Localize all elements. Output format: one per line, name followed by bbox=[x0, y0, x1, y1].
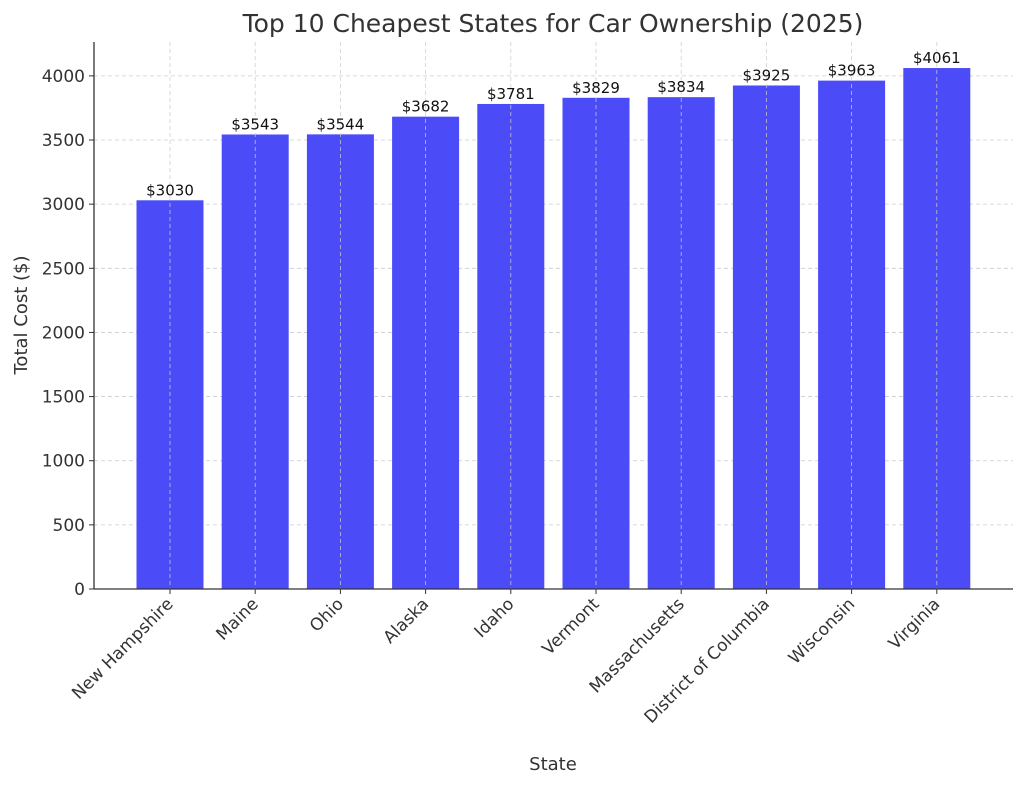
chart-title: Top 10 Cheapest States for Car Ownership… bbox=[242, 9, 864, 38]
axes bbox=[93, 42, 1013, 590]
y-tick-label: 1500 bbox=[42, 388, 85, 408]
vertical-gridlines bbox=[169, 42, 938, 589]
x-tick-label: Virginia bbox=[885, 594, 944, 653]
y-tick-label: 3500 bbox=[42, 131, 85, 151]
x-tick-label: Wisconsin bbox=[785, 594, 859, 668]
x-axis-label: State bbox=[529, 754, 577, 775]
x-tick-label: Ohio bbox=[306, 594, 348, 636]
bar-value-label: $3030 bbox=[146, 181, 194, 199]
x-tick-label: Idaho bbox=[471, 594, 519, 642]
y-tick-label: 4000 bbox=[42, 67, 85, 87]
bar-value-label: $3829 bbox=[572, 79, 620, 97]
y-tick-labels: 0 500 1000 1500 2000 2500 3000 3500 4000 bbox=[42, 67, 94, 600]
x-tick-label: Alaska bbox=[380, 594, 433, 647]
bar bbox=[903, 68, 971, 590]
bars bbox=[136, 68, 971, 590]
bar-value-label: $3963 bbox=[828, 62, 876, 80]
bar-value-label: $3781 bbox=[487, 85, 535, 103]
x-tick-labels: New Hampshire Maine Ohio Alaska Idaho Vermont… bbox=[68, 589, 944, 728]
bar-value-label: $3544 bbox=[317, 115, 365, 133]
bar-value-label: $3925 bbox=[743, 66, 791, 84]
data-labels: $3030 $3543 $3544 $3682 $3781 $3829 $3834 $3925… bbox=[146, 49, 961, 199]
y-tick-label: 0 bbox=[74, 580, 85, 600]
x-tick-label: New Hampshire bbox=[68, 594, 177, 703]
bar-value-label: $3682 bbox=[402, 98, 450, 116]
x-tick-label: Vermont bbox=[539, 594, 604, 659]
y-tick-label: 500 bbox=[53, 516, 85, 536]
y-tick-label: 1000 bbox=[42, 452, 85, 472]
x-tick-label: Maine bbox=[212, 594, 262, 644]
y-tick-label: 3000 bbox=[42, 195, 85, 215]
y-axis-label: Total Cost ($) bbox=[11, 256, 32, 376]
y-tick-label: 2000 bbox=[42, 323, 85, 343]
y-tick-label: 2500 bbox=[42, 259, 85, 279]
bar-value-label: $4061 bbox=[913, 49, 961, 67]
bar-value-label: $3543 bbox=[231, 115, 279, 133]
bar-value-label: $3834 bbox=[657, 78, 705, 96]
